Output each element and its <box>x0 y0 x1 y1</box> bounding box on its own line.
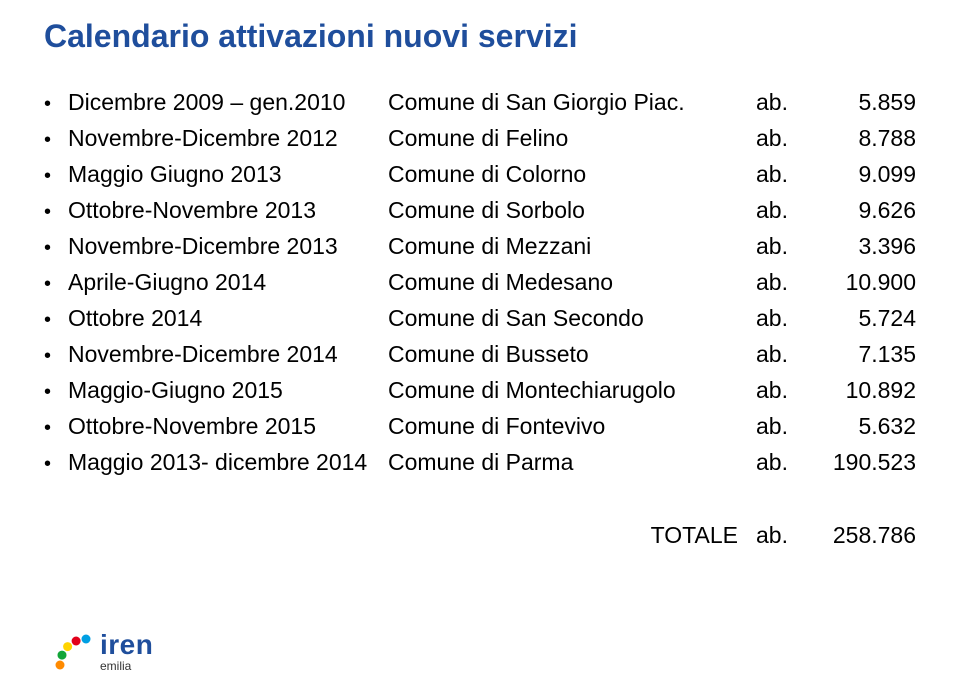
comune-text: Comune di Mezzani <box>388 233 756 260</box>
bullet-icon: • <box>44 238 68 258</box>
list-item: •Ottobre-Novembre 2015Comune di Fonteviv… <box>44 413 916 440</box>
period-text: Novembre-Dicembre 2013 <box>68 233 388 260</box>
comune-text: Comune di Busseto <box>388 341 756 368</box>
period-text: Ottobre-Novembre 2015 <box>68 413 388 440</box>
list-item: •Dicembre 2009 – gen.2010Comune di San G… <box>44 89 916 116</box>
bullet-icon: • <box>44 346 68 366</box>
list-item: •Maggio Giugno 2013Comune di Colornoab.9… <box>44 161 916 188</box>
population-value: 3.396 <box>808 233 916 260</box>
list-item: •Maggio 2013- dicembre 2014Comune di Par… <box>44 449 916 476</box>
logo-sub-text: emilia <box>100 659 153 673</box>
population-value: 5.859 <box>808 89 916 116</box>
comune-text: Comune di San Giorgio Piac. <box>388 89 756 116</box>
comune-text: Comune di Montechiarugolo <box>388 377 756 404</box>
ab-label: ab. <box>756 341 808 368</box>
population-value: 9.626 <box>808 197 916 224</box>
population-value: 9.099 <box>808 161 916 188</box>
ab-label: ab. <box>756 305 808 332</box>
list-item: •Maggio-Giugno 2015Comune di Montechiaru… <box>44 377 916 404</box>
list-item: •Ottobre-Novembre 2013Comune di Sorboloa… <box>44 197 916 224</box>
period-text: Maggio-Giugno 2015 <box>68 377 388 404</box>
ab-label: ab. <box>756 197 808 224</box>
population-value: 10.892 <box>808 377 916 404</box>
period-text: Ottobre 2014 <box>68 305 388 332</box>
bullet-icon: • <box>44 94 68 114</box>
population-value: 8.788 <box>808 125 916 152</box>
ab-label: ab. <box>756 233 808 260</box>
total-ab-label: ab. <box>756 522 808 549</box>
bullet-icon: • <box>44 130 68 150</box>
comune-text: Comune di Colorno <box>388 161 756 188</box>
bullet-icon: • <box>44 274 68 294</box>
population-value: 7.135 <box>808 341 916 368</box>
page-title: Calendario attivazioni nuovi servizi <box>44 18 916 55</box>
period-text: Maggio Giugno 2013 <box>68 161 388 188</box>
ab-label: ab. <box>756 89 808 116</box>
population-value: 5.724 <box>808 305 916 332</box>
bullet-icon: • <box>44 166 68 186</box>
population-value: 10.900 <box>808 269 916 296</box>
comune-text: Comune di Parma <box>388 449 756 476</box>
total-spacer <box>44 522 388 549</box>
period-text: Novembre-Dicembre 2012 <box>68 125 388 152</box>
list-item: •Novembre-Dicembre 2012Comune di Felinoa… <box>44 125 916 152</box>
ab-label: ab. <box>756 161 808 188</box>
logo-brand-text: iren <box>100 629 153 661</box>
logo-dots-icon <box>52 631 94 673</box>
period-text: Ottobre-Novembre 2013 <box>68 197 388 224</box>
period-text: Novembre-Dicembre 2014 <box>68 341 388 368</box>
comune-text: Comune di Felino <box>388 125 756 152</box>
bullet-icon: • <box>44 310 68 330</box>
ab-label: ab. <box>756 449 808 476</box>
brand-logo: iren emilia <box>52 629 153 673</box>
ab-label: ab. <box>756 413 808 440</box>
population-value: 190.523 <box>808 449 916 476</box>
comune-text: Comune di Sorbolo <box>388 197 756 224</box>
period-text: Dicembre 2009 – gen.2010 <box>68 89 388 116</box>
bullet-icon: • <box>44 202 68 222</box>
list-item: •Novembre-Dicembre 2014Comune di Busseto… <box>44 341 916 368</box>
activation-list: •Dicembre 2009 – gen.2010Comune di San G… <box>44 89 916 476</box>
population-value: 5.632 <box>808 413 916 440</box>
period-text: Maggio 2013- dicembre 2014 <box>68 449 388 476</box>
list-item: •Novembre-Dicembre 2013Comune di Mezzani… <box>44 233 916 260</box>
ab-label: ab. <box>756 377 808 404</box>
total-label: TOTALE <box>388 522 756 549</box>
comune-text: Comune di Fontevivo <box>388 413 756 440</box>
comune-text: Comune di Medesano <box>388 269 756 296</box>
bullet-icon: • <box>44 454 68 474</box>
list-item: •Aprile-Giugno 2014Comune di Medesanoab.… <box>44 269 916 296</box>
comune-text: Comune di San Secondo <box>388 305 756 332</box>
bullet-icon: • <box>44 418 68 438</box>
ab-label: ab. <box>756 269 808 296</box>
bullet-icon: • <box>44 382 68 402</box>
period-text: Aprile-Giugno 2014 <box>68 269 388 296</box>
total-row: TOTALE ab. 258.786 <box>44 522 916 549</box>
list-item: •Ottobre 2014Comune di San Secondoab.5.7… <box>44 305 916 332</box>
total-population: 258.786 <box>808 522 916 549</box>
ab-label: ab. <box>756 125 808 152</box>
